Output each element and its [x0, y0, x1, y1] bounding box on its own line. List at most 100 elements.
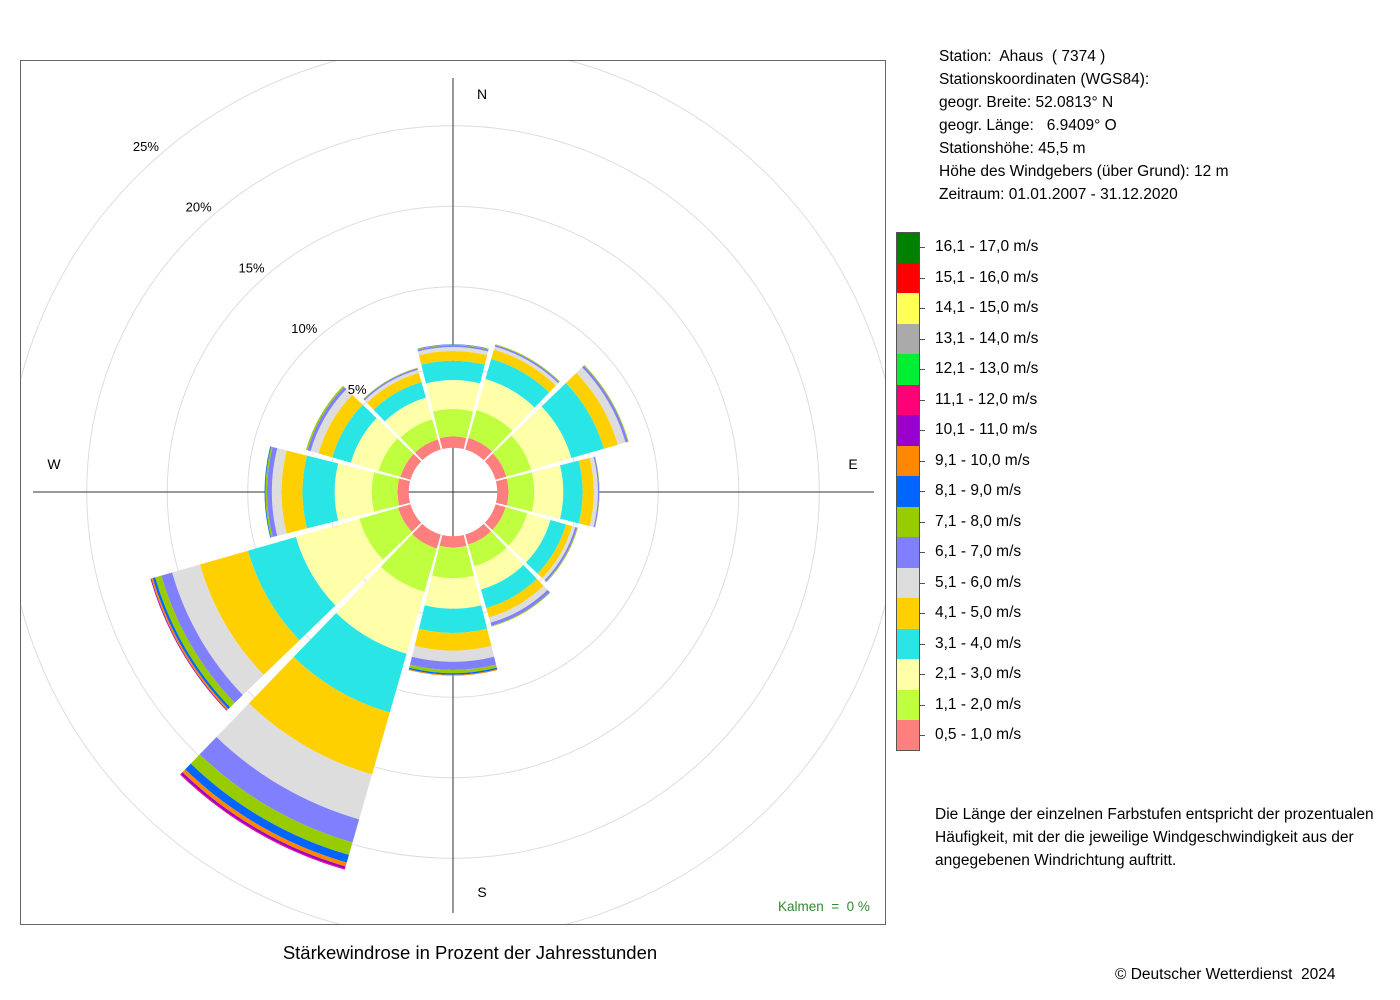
sector-30-class-6 — [493, 346, 559, 386]
sector-330-class-3 — [384, 397, 433, 438]
sector-330-class-1 — [414, 439, 441, 461]
legend-label: 16,1 - 17,0 m/s — [935, 238, 1039, 255]
ring-label-10: 10% — [291, 321, 317, 336]
legend-item: 3,1 - 4,0 m/s — [896, 628, 1096, 659]
legend-label: 12,1 - 13,0 m/s — [935, 360, 1039, 377]
sector-30-class-2 — [468, 409, 513, 452]
legend-swatch — [896, 537, 920, 568]
compass-east-label: E — [848, 456, 857, 472]
sector-90-class-3 — [531, 465, 564, 519]
sector-240-class-5 — [199, 550, 300, 675]
sector-180-class-2 — [432, 545, 474, 579]
legend-tick — [920, 735, 925, 736]
sector-210 — [180, 523, 441, 870]
legend-swatch — [896, 415, 920, 446]
legend-item: 9,1 - 10,0 m/s — [896, 445, 1096, 476]
station-info: Station: Ahaus ( 7374 ) Stationskoordina… — [939, 45, 1228, 206]
sector-300-class-5 — [318, 394, 363, 458]
legend-label: 0,5 - 1,0 m/s — [935, 726, 1022, 743]
sector-210-class-2 — [380, 534, 437, 592]
legend-item: 7,1 - 8,0 m/s — [896, 506, 1096, 537]
sector-150-class-7 — [490, 589, 550, 626]
legend-swatch — [896, 720, 920, 751]
sector-330-class-6 — [364, 369, 419, 403]
sector-60 — [484, 365, 629, 480]
sector-60-class-6 — [576, 367, 626, 445]
sector-330-class-7 — [363, 368, 418, 401]
sector-330-class-5 — [366, 372, 422, 410]
sector-180-class-4 — [418, 605, 488, 633]
compass-south-label: S — [477, 884, 486, 900]
legend-swatch — [896, 323, 920, 354]
sector-300-class-4 — [332, 404, 377, 463]
sector-60-class-5 — [565, 372, 618, 449]
legend-label: 1,1 - 2,0 m/s — [935, 695, 1022, 713]
sector-300 — [305, 385, 422, 480]
sector-210-class-5 — [248, 657, 390, 775]
legend-item: 13,1 - 14,0 m/s — [896, 323, 1096, 354]
sector-240-class-4 — [247, 537, 336, 641]
legend-tick — [920, 643, 925, 645]
sector-180-class-5 — [414, 628, 492, 651]
sector-180-class-10 — [408, 669, 498, 676]
legend-label: 13,1 - 14,0 m/s — [935, 329, 1039, 347]
sector-120-class-2 — [492, 507, 528, 546]
sector-270-class-1 — [397, 478, 411, 506]
sector-0-class-9 — [417, 344, 489, 350]
legend-swatch — [896, 659, 920, 690]
sector-270-class-2 — [371, 472, 400, 512]
sector-270-class-7 — [267, 447, 278, 537]
sector-150 — [465, 523, 551, 627]
sector-150-class-6 — [488, 585, 548, 623]
legend-label: 3,1 - 4,0 m/s — [935, 634, 1022, 652]
sector-30 — [465, 344, 560, 461]
sector-120-class-3 — [508, 513, 551, 563]
sector-0-class-7 — [417, 345, 489, 352]
sector-210-class-7 — [199, 736, 360, 843]
sector-210-class-1 — [412, 523, 441, 549]
anemometer-height: Höhe des Windgebers (über Grund): 12 m — [939, 163, 1229, 180]
plot-frame — [20, 60, 886, 925]
sector-0-class-3 — [425, 380, 481, 412]
legend-tick — [920, 613, 925, 614]
sector-210-class-3 — [336, 566, 425, 654]
legend-label: 4,1 - 5,0 m/s — [935, 604, 1022, 621]
sector-90 — [495, 456, 600, 528]
ring-labels: 5% 10% 15% 20% 25% — [133, 139, 367, 397]
sector-0-class-5 — [418, 351, 488, 365]
compass-axes — [33, 78, 874, 913]
legend-swatch — [896, 354, 920, 385]
legend-swatch — [896, 384, 920, 415]
legend-tick — [920, 247, 925, 248]
legend-label: 5,1 - 6,0 m/s — [935, 573, 1022, 591]
legend-tick — [920, 338, 925, 340]
sector-120-class-4 — [525, 519, 566, 574]
sector-120-class-7 — [544, 527, 578, 582]
compass-west-label: W — [47, 456, 61, 472]
station-altitude: Stationshöhe: 45,5 m — [939, 140, 1086, 157]
sector-180-class-8 — [409, 664, 497, 674]
sector-90-class-5 — [578, 457, 594, 527]
legend-item: 16,1 - 17,0 m/s — [896, 232, 1096, 263]
legend-tick — [920, 674, 925, 675]
ring-label-5: 5% — [348, 382, 367, 397]
sector-330-class-2 — [400, 419, 438, 453]
sector-180-class-6 — [411, 645, 495, 662]
ring-label-20: 20% — [186, 200, 212, 215]
legend-item: 14,1 - 15,0 m/s — [896, 293, 1096, 324]
sector-30-class-5 — [491, 349, 556, 393]
sector-270-class-6 — [271, 448, 287, 536]
legend-swatch — [896, 506, 920, 537]
legend-label: 11,1 - 12,0 m/s — [935, 390, 1038, 408]
station-name: Station: Ahaus ( 7374 ) — [939, 48, 1106, 65]
sector-180-class-9 — [408, 667, 498, 675]
sector-210-class-9 — [185, 763, 349, 863]
sector-270-class-3 — [334, 463, 375, 521]
sector-120-class-6 — [542, 526, 576, 581]
ring-label-25: 25% — [133, 139, 159, 154]
legend-item: 10,1 - 11,0 m/s — [896, 415, 1096, 446]
sector-150-class-3 — [474, 547, 524, 590]
sector-60-class-7 — [582, 365, 628, 443]
sector-270-class-9 — [264, 446, 272, 538]
legend-label: 8,1 - 9,0 m/s — [935, 482, 1022, 499]
